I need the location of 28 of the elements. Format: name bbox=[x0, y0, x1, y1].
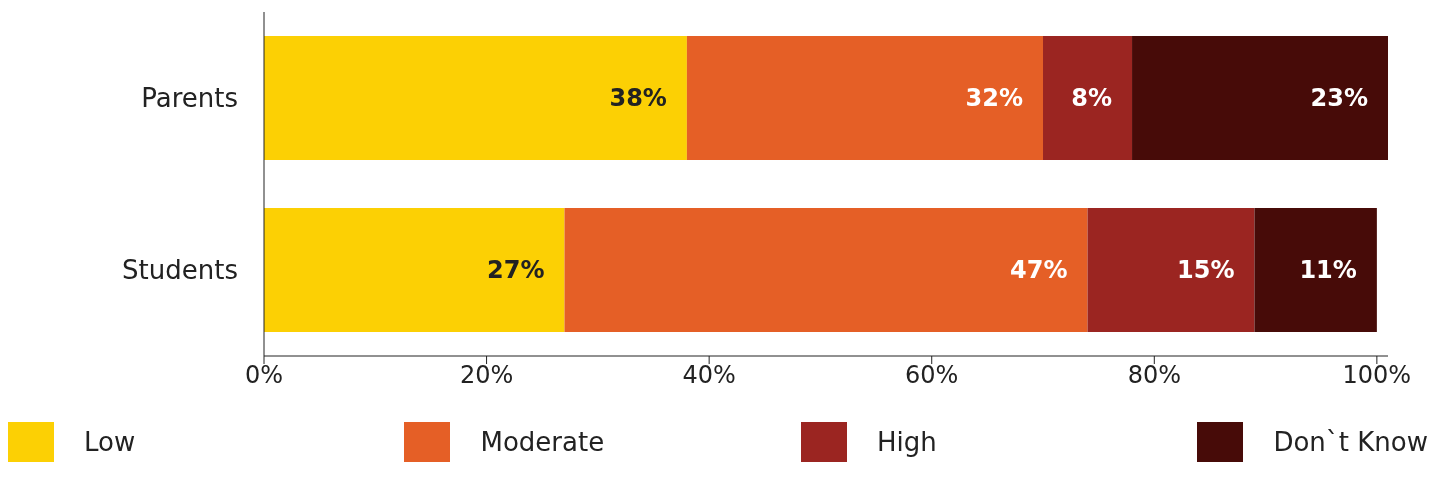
y-tick-label: Parents bbox=[141, 83, 238, 114]
data-label: 15% bbox=[1177, 256, 1235, 285]
data-label: 38% bbox=[609, 84, 667, 113]
x-tick-label: 40% bbox=[682, 361, 736, 390]
data-label: 32% bbox=[965, 84, 1024, 113]
legend-label: Don`t Know bbox=[1273, 427, 1428, 457]
data-label: 23% bbox=[1310, 84, 1368, 113]
bar bbox=[264, 36, 687, 161]
data-label: 27% bbox=[487, 256, 545, 285]
x-tick-label: 0% bbox=[244, 361, 284, 390]
x-tick-label: 20% bbox=[459, 361, 514, 390]
data-label: 8% bbox=[1071, 84, 1113, 113]
bar bbox=[264, 208, 565, 333]
bar bbox=[1132, 36, 1388, 161]
bar bbox=[1087, 208, 1255, 333]
bar bbox=[564, 208, 1088, 333]
legend-label: Low bbox=[84, 427, 136, 457]
bar bbox=[1254, 208, 1377, 333]
x-tick-label: 100% bbox=[1342, 361, 1412, 390]
y-tick-label: Students bbox=[122, 255, 238, 286]
bar bbox=[686, 36, 1044, 161]
legend-label: High bbox=[876, 427, 937, 457]
x-tick-label: 80% bbox=[1127, 361, 1181, 390]
data-label: 11% bbox=[1299, 256, 1357, 285]
bar bbox=[1043, 36, 1133, 161]
data-label: 47% bbox=[1010, 256, 1068, 285]
legend-label: Moderate bbox=[480, 427, 605, 457]
x-tick-label: 60% bbox=[905, 361, 959, 390]
